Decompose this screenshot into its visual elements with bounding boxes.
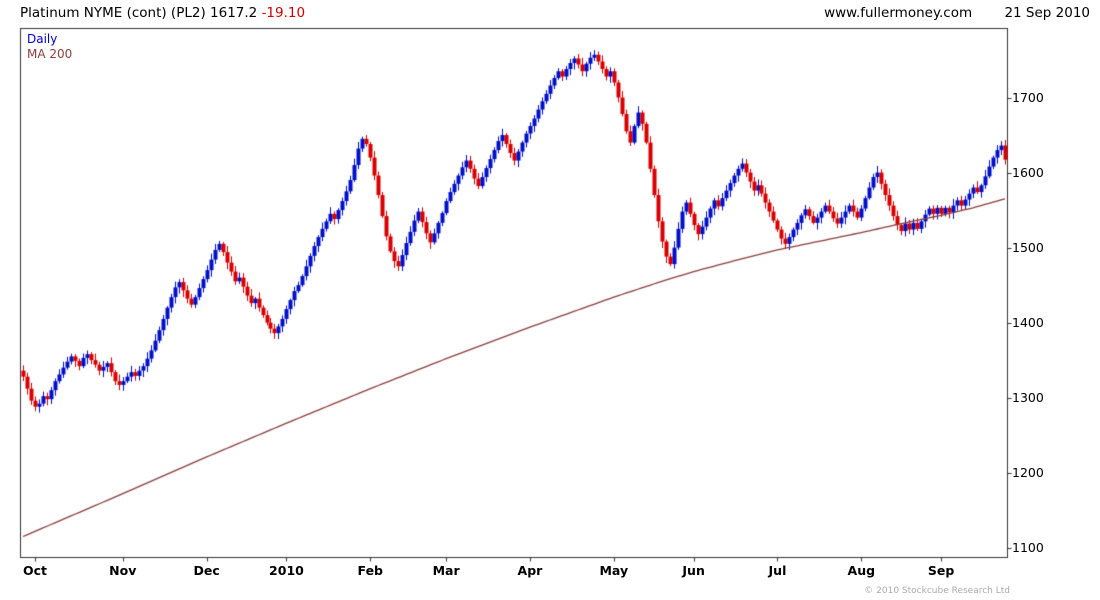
x-axis-label: Sep	[927, 563, 955, 578]
x-axis-label: 2010	[269, 563, 304, 578]
x-axis-label: Jun	[682, 563, 705, 578]
y-axis-label: 1400	[1012, 314, 1044, 330]
x-axis-label: Dec	[193, 563, 220, 578]
price-change: -19.10	[261, 5, 306, 21]
y-axis-label: 1100	[1012, 539, 1044, 555]
legend-daily: Daily	[27, 32, 58, 46]
instrument-title: Platinum NYME (cont) (PL2)	[20, 5, 206, 21]
website-text: www.fullermoney.com	[824, 5, 973, 21]
x-axis-label: Apr	[517, 563, 543, 578]
last-price: 1617.2	[210, 5, 258, 21]
chart-legend: Daily MA 200	[27, 32, 72, 62]
x-axis-label: Nov	[109, 563, 137, 578]
chart-header-right: www.fullermoney.com 21 Sep 2010	[824, 5, 1090, 21]
legend-ma200: MA 200	[27, 47, 73, 61]
y-axis-label: 1200	[1012, 464, 1044, 480]
y-axis-label: 1300	[1012, 389, 1044, 405]
x-axis-label: Mar	[432, 563, 460, 578]
x-axis-label: Oct	[22, 563, 47, 578]
copyright-notice: © 2010 Stockcube Research Ltd	[864, 586, 1010, 596]
y-axis-label: 1700	[1012, 89, 1044, 105]
x-axis-label: Feb	[357, 563, 384, 578]
y-axis-label: 1600	[1012, 164, 1044, 180]
x-axis-label: May	[599, 563, 629, 578]
x-axis-label: Aug	[847, 563, 876, 578]
x-axis-label: Jul	[768, 563, 787, 578]
chart-header: Platinum NYME (cont) (PL2) 1617.2 -19.10	[20, 5, 305, 21]
y-axis-label: 1500	[1012, 239, 1044, 255]
chart-date: 21 Sep 2010	[1004, 5, 1090, 21]
